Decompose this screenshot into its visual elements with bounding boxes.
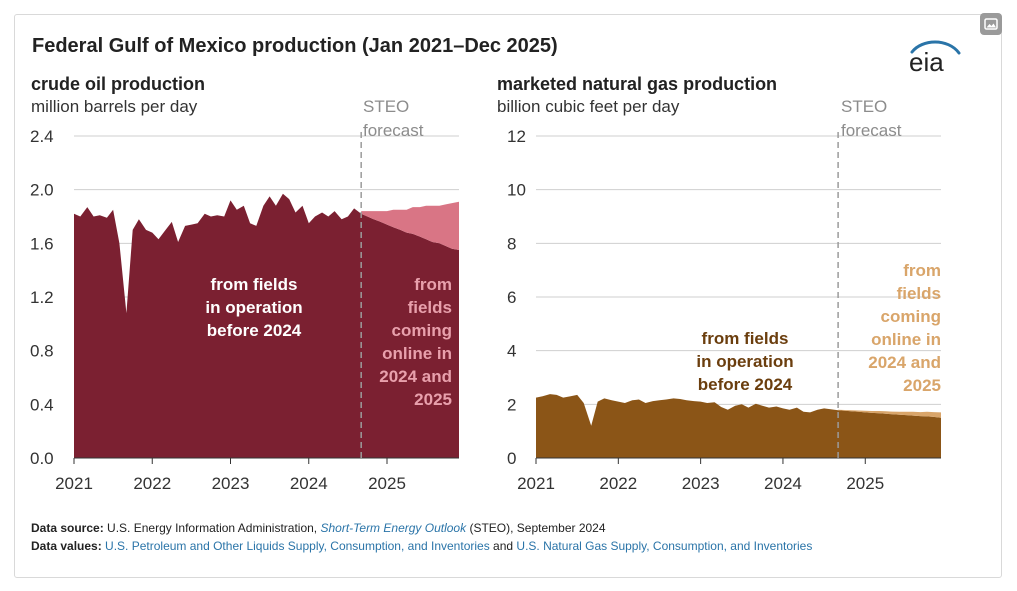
- gas-y-tick-label: 0: [507, 449, 516, 468]
- gas-new-fields-label: online in: [871, 330, 941, 349]
- footer-source-label: Data source:: [31, 521, 104, 535]
- footer-steo-link[interactable]: Short-Term Energy Outlook: [320, 521, 467, 535]
- oil-y-tick-label: 0.4: [30, 395, 54, 414]
- gas-new-fields-label: 2024 and: [868, 353, 941, 372]
- gas-chart-unit: billion cubic feet per day: [497, 97, 680, 116]
- footer-values-and: and: [493, 539, 514, 553]
- oil-new-fields-label: fields: [408, 298, 452, 317]
- gas-forecast-label-steo: STEO: [841, 97, 887, 116]
- footer-source-text-2: (STEO), September 2024: [469, 521, 606, 535]
- oil-y-tick-label: 0.8: [30, 342, 54, 361]
- gas-new-fields-label: from: [903, 261, 941, 280]
- gas-x-tick-label: 2022: [599, 474, 637, 493]
- oil-new-fields-label: 2025: [414, 390, 452, 409]
- gas-existing-label: in operation: [696, 352, 793, 371]
- gas-y-tick-label: 10: [507, 181, 526, 200]
- footer-liquids-link[interactable]: U.S. Petroleum and Other Liquids Supply,…: [105, 539, 490, 553]
- gas-y-tick-label: 8: [507, 234, 516, 253]
- gas-new-fields-label: fields: [897, 284, 941, 303]
- oil-new-fields-label: 2024 and: [379, 367, 452, 386]
- gas-new-fields-label: coming: [881, 307, 941, 326]
- oil-new-fields-label: from: [414, 275, 452, 294]
- oil-existing-label: before 2024: [207, 321, 302, 340]
- gas-new-fields-area: [838, 409, 941, 418]
- oil-x-tick-label: 2021: [55, 474, 93, 493]
- footer-values-label: Data values:: [31, 539, 102, 553]
- eia-logo-text: eia: [909, 47, 944, 76]
- oil-x-tick-label: 2024: [290, 474, 328, 493]
- oil-existing-label: in operation: [205, 298, 302, 317]
- gas-x-tick-label: 2023: [682, 474, 720, 493]
- oil-y-tick-label: 1.6: [30, 234, 54, 253]
- footer-values: Data values: U.S. Petroleum and Other Li…: [31, 539, 812, 553]
- oil-y-tick-label: 2.4: [30, 127, 54, 146]
- oil-chart-title: crude oil production: [31, 74, 205, 94]
- gas-chart-title: marketed natural gas production: [497, 74, 778, 94]
- oil-y-tick-label: 1.2: [30, 288, 54, 307]
- oil-forecast-label-steo: STEO: [363, 97, 409, 116]
- oil-chart-unit: million barrels per day: [31, 97, 198, 116]
- gas-y-tick-label: 6: [507, 288, 516, 307]
- gas-existing-label: from fields: [702, 329, 789, 348]
- gas-y-tick-label: 4: [507, 342, 516, 361]
- footer-source: Data source: U.S. Energy Information Adm…: [31, 521, 606, 535]
- oil-existing-label: from fields: [211, 275, 298, 294]
- eia-logo: eia: [906, 40, 962, 81]
- image-icon[interactable]: [980, 13, 1002, 35]
- oil-x-tick-label: 2023: [212, 474, 250, 493]
- eia-logo-swoosh: [910, 40, 961, 55]
- oil-existing-area: [74, 193, 459, 458]
- main-title: Federal Gulf of Mexico production (Jan 2…: [32, 35, 558, 57]
- oil-x-tick-label: 2025: [368, 474, 406, 493]
- oil-forecast-label-forecast: forecast: [363, 121, 424, 140]
- oil-new-fields-label: online in: [382, 344, 452, 363]
- oil-y-tick-label: 2.0: [30, 181, 54, 200]
- gas-y-tick-label: 2: [507, 395, 516, 414]
- gas-x-tick-label: 2021: [517, 474, 555, 493]
- gas-forecast-label-forecast: forecast: [841, 121, 902, 140]
- oil-new-fields-label: coming: [392, 321, 452, 340]
- gas-x-tick-label: 2025: [846, 474, 884, 493]
- gas-x-tick-label: 2024: [764, 474, 802, 493]
- oil-x-tick-label: 2022: [133, 474, 171, 493]
- gas-existing-label: before 2024: [698, 375, 793, 394]
- gas-new-fields-label: 2025: [903, 376, 941, 395]
- footer-gas-link[interactable]: U.S. Natural Gas Supply, Consumption, an…: [516, 539, 813, 553]
- footer-source-text-1: U.S. Energy Information Administration,: [107, 521, 318, 535]
- oil-y-tick-label: 0.0: [30, 449, 54, 468]
- gas-y-tick-label: 12: [507, 127, 526, 146]
- oil-new-fields-area: [361, 201, 459, 250]
- gas-existing-area: [536, 394, 941, 458]
